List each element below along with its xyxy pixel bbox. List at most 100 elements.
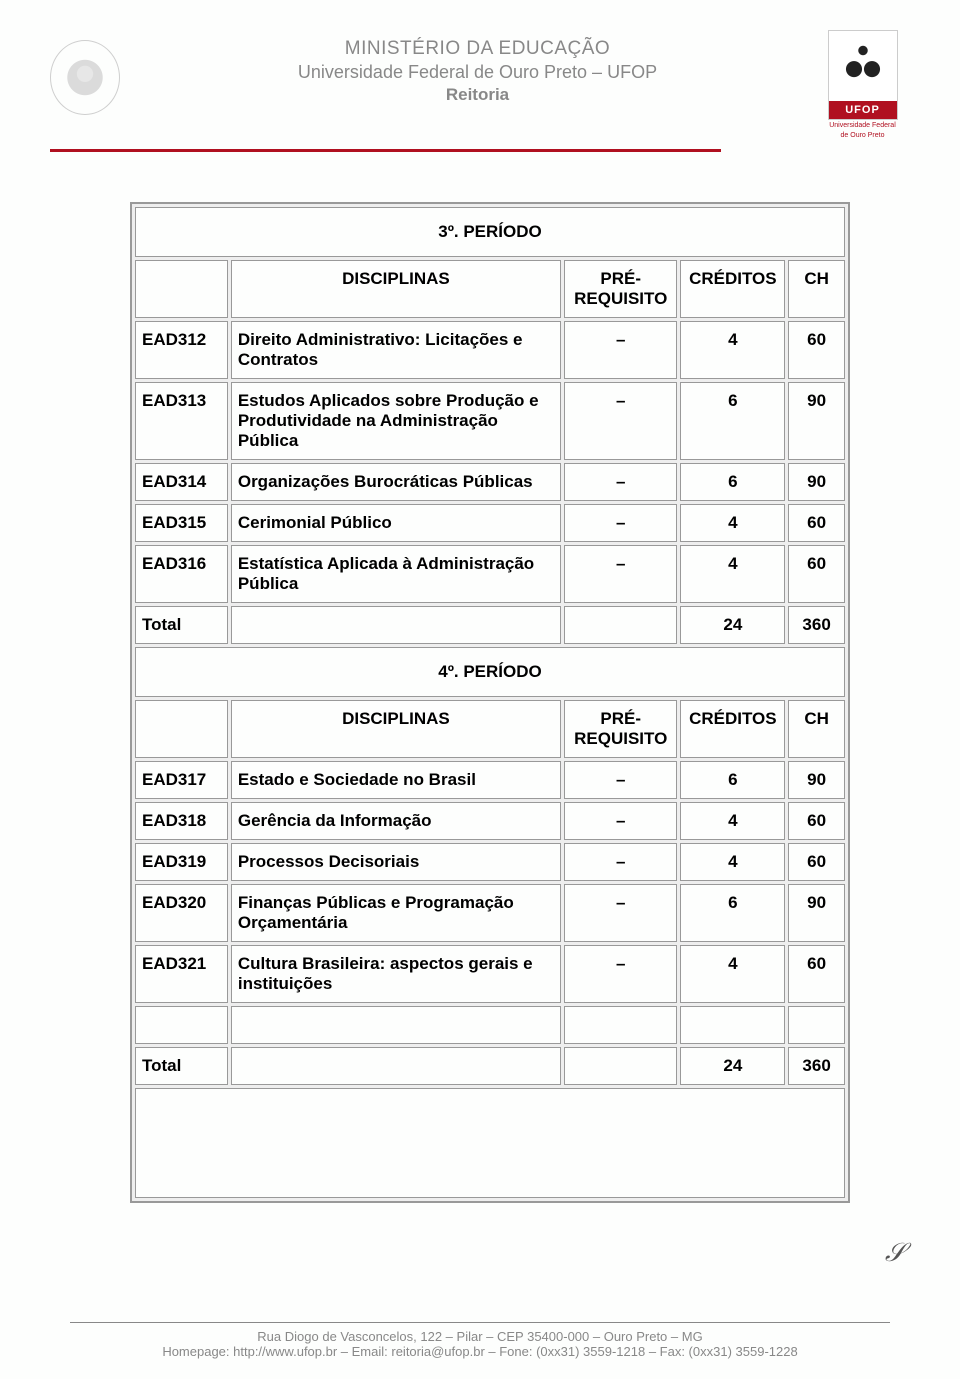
course-credits: 6 [680, 761, 785, 799]
course-ch: 60 [788, 843, 845, 881]
period3-title: 3º. PERÍODO [135, 207, 845, 257]
course-code: EAD312 [135, 321, 228, 379]
course-name: Estatística Aplicada à Administração Púb… [231, 545, 561, 603]
ufop-emblem-icon [833, 35, 893, 97]
footer-address: Rua Diogo de Vasconcelos, 122 – Pilar – … [70, 1329, 890, 1344]
brazil-coat-of-arms-icon [50, 40, 120, 115]
col-disciplinas-header: DISCIPLINAS [231, 700, 561, 758]
total-label: Total [135, 606, 228, 644]
course-name: Cerimonial Público [231, 504, 561, 542]
course-prereq: – [564, 884, 677, 942]
course-credits: 4 [680, 945, 785, 1003]
total-credits: 24 [680, 606, 785, 644]
table-row: EAD321 Cultura Brasileira: aspectos gera… [135, 945, 845, 1003]
course-prereq: – [564, 382, 677, 460]
table-row: EAD319 Processos Decisoriais – 4 60 [135, 843, 845, 881]
page-footer: Rua Diogo de Vasconcelos, 122 – Pilar – … [70, 1322, 890, 1359]
table-row: EAD315 Cerimonial Público – 4 60 [135, 504, 845, 542]
footer-contact: Homepage: http://www.ufop.br – Email: re… [70, 1344, 890, 1359]
course-code: EAD320 [135, 884, 228, 942]
table-row: EAD317 Estado e Sociedade no Brasil – 6 … [135, 761, 845, 799]
course-name: Estudos Aplicados sobre Produção e Produ… [231, 382, 561, 460]
course-ch: 60 [788, 945, 845, 1003]
col-creditos-header: CRÉDITOS [680, 700, 785, 758]
course-ch: 90 [788, 884, 845, 942]
course-credits: 4 [680, 843, 785, 881]
col-code-header [135, 700, 228, 758]
course-credits: 4 [680, 321, 785, 379]
header-rule [50, 149, 721, 152]
course-code: EAD314 [135, 463, 228, 501]
course-credits: 4 [680, 504, 785, 542]
total-ch: 360 [788, 606, 845, 644]
course-ch: 60 [788, 802, 845, 840]
ufop-caption-1: Universidade Federal [815, 122, 910, 130]
course-name: Cultura Brasileira: aspectos gerais e in… [231, 945, 561, 1003]
header-title-block: MINISTÉRIO DA EDUCAÇÃO Universidade Fede… [140, 30, 815, 105]
col-ch-header: CH [788, 260, 845, 318]
table-row: EAD312 Direito Administrativo: Licitaçõe… [135, 321, 845, 379]
course-credits: 4 [680, 545, 785, 603]
course-credits: 4 [680, 802, 785, 840]
course-code: EAD321 [135, 945, 228, 1003]
course-prereq: – [564, 545, 677, 603]
course-code: EAD315 [135, 504, 228, 542]
course-prereq: – [564, 802, 677, 840]
table-row: EAD318 Gerência da Informação – 4 60 [135, 802, 845, 840]
ufop-logo-icon: UFOP [828, 30, 898, 120]
period4-title: 4º. PERÍODO [135, 647, 845, 697]
course-ch: 60 [788, 504, 845, 542]
total-row: Total 24 360 [135, 606, 845, 644]
col-ch-header: CH [788, 700, 845, 758]
course-ch: 90 [788, 382, 845, 460]
course-code: EAD319 [135, 843, 228, 881]
course-name: Processos Decisoriais [231, 843, 561, 881]
university-line: Universidade Federal de Ouro Preto – UFO… [140, 62, 815, 83]
total-credits: 24 [680, 1047, 785, 1085]
signature-mark: 𝒮 [885, 1238, 905, 1269]
course-ch: 90 [788, 463, 845, 501]
ministry-line: MINISTÉRIO DA EDUCAÇÃO [140, 38, 815, 60]
document-header: MINISTÉRIO DA EDUCAÇÃO Universidade Fede… [50, 30, 910, 139]
course-code: EAD317 [135, 761, 228, 799]
course-credits: 6 [680, 382, 785, 460]
course-code: EAD313 [135, 382, 228, 460]
ufop-logo-band: UFOP [829, 101, 897, 119]
course-prereq: – [564, 463, 677, 501]
empty-block [135, 1088, 845, 1198]
rectory-line: Reitoria [140, 85, 815, 105]
curriculum-table: 3º. PERÍODO DISCIPLINAS PRÉ-REQUISITO CR… [130, 202, 850, 1203]
course-prereq: – [564, 321, 677, 379]
ufop-logo-block: UFOP Universidade Federal de Ouro Preto [815, 30, 910, 139]
course-name: Organizações Burocráticas Públicas [231, 463, 561, 501]
total-row: Total 24 360 [135, 1047, 845, 1085]
table-row: EAD314 Organizações Burocráticas Pública… [135, 463, 845, 501]
course-prereq: – [564, 945, 677, 1003]
course-prereq: – [564, 761, 677, 799]
course-prereq: – [564, 504, 677, 542]
course-name: Direito Administrativo: Licitações e Con… [231, 321, 561, 379]
col-code-header [135, 260, 228, 318]
course-credits: 6 [680, 463, 785, 501]
course-code: EAD316 [135, 545, 228, 603]
ufop-caption-2: de Ouro Preto [815, 132, 910, 140]
course-credits: 6 [680, 884, 785, 942]
col-disciplinas-header: DISCIPLINAS [231, 260, 561, 318]
table-row: EAD320 Finanças Públicas e Programação O… [135, 884, 845, 942]
course-name: Finanças Públicas e Programação Orçament… [231, 884, 561, 942]
col-prereq-header: PRÉ-REQUISITO [564, 260, 677, 318]
coat-of-arms-container [50, 30, 140, 115]
course-code: EAD318 [135, 802, 228, 840]
course-name: Estado e Sociedade no Brasil [231, 761, 561, 799]
col-prereq-header: PRÉ-REQUISITO [564, 700, 677, 758]
course-name: Gerência da Informação [231, 802, 561, 840]
table-row: EAD313 Estudos Aplicados sobre Produção … [135, 382, 845, 460]
course-prereq: – [564, 843, 677, 881]
empty-row [135, 1006, 845, 1044]
total-label: Total [135, 1047, 228, 1085]
course-ch: 90 [788, 761, 845, 799]
table-row: EAD316 Estatística Aplicada à Administra… [135, 545, 845, 603]
course-ch: 60 [788, 545, 845, 603]
course-ch: 60 [788, 321, 845, 379]
col-creditos-header: CRÉDITOS [680, 260, 785, 318]
